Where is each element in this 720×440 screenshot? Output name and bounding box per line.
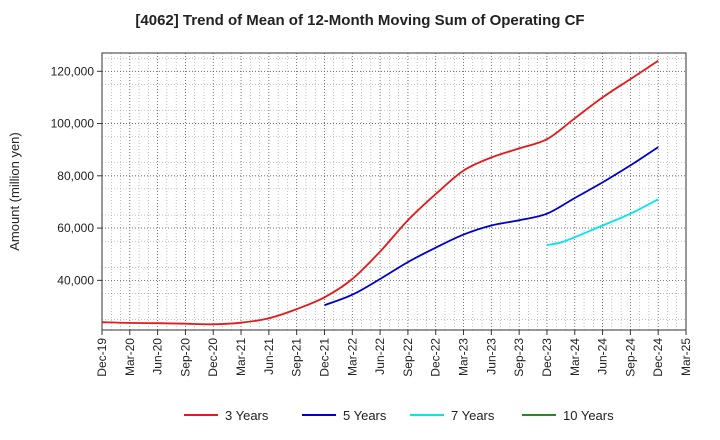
plot-frame (101, 52, 687, 331)
x-tick-label: Dec-19 (95, 338, 109, 377)
x-tick-label: Jun-24 (596, 338, 610, 375)
x-tick-label: Dec-20 (206, 338, 220, 377)
x-tick-label: Mar-20 (123, 338, 137, 376)
x-tick-label: Sep-24 (623, 338, 637, 377)
y-tick-label: 40,000 (57, 273, 94, 287)
x-tick-label: Sep-21 (290, 338, 304, 377)
x-tick-label: Mar-23 (457, 338, 471, 376)
x-tick-label: Dec-22 (429, 338, 443, 377)
x-tick-label: Dec-21 (317, 338, 331, 377)
x-tick-label: Mar-22 (345, 338, 359, 376)
x-tick-label: Jun-22 (373, 338, 387, 375)
x-tick-label: Mar-21 (234, 338, 248, 376)
x-tick-label: Sep-23 (512, 338, 526, 377)
y-tick-label: 80,000 (57, 169, 94, 183)
x-tick-label: Mar-24 (568, 338, 582, 376)
y-tick-label: 100,000 (51, 117, 95, 131)
y-tick-label: 60,000 (57, 221, 94, 235)
x-tick-label: Jun-20 (151, 338, 165, 375)
series-line-3-years (101, 60, 659, 326)
y-axis-title: Amount (million yen) (7, 132, 22, 251)
plot-area (102, 53, 686, 330)
x-tick-label: Mar-25 (679, 338, 693, 376)
x-tick-label: Sep-22 (401, 338, 415, 377)
x-tick-label: Jun-21 (262, 338, 276, 375)
series-line-5-years (324, 146, 659, 307)
chart-title: [4062] Trend of Mean of 12-Month Moving … (135, 12, 585, 29)
x-tick-label: Jun-23 (484, 338, 498, 375)
y-tick-label: 120,000 (51, 64, 95, 78)
x-tick-label: Dec-24 (651, 338, 665, 377)
series-line-7-years (546, 198, 659, 246)
x-tick-label: Sep-20 (178, 338, 192, 377)
x-tick-label: Dec-23 (540, 338, 554, 377)
legend-label-5-years: 5 Years (343, 408, 387, 423)
legend-label-3-years: 3 Years (225, 408, 269, 423)
legend-label-7-years: 7 Years (451, 408, 495, 423)
legend-label-10-years: 10 Years (563, 408, 614, 423)
